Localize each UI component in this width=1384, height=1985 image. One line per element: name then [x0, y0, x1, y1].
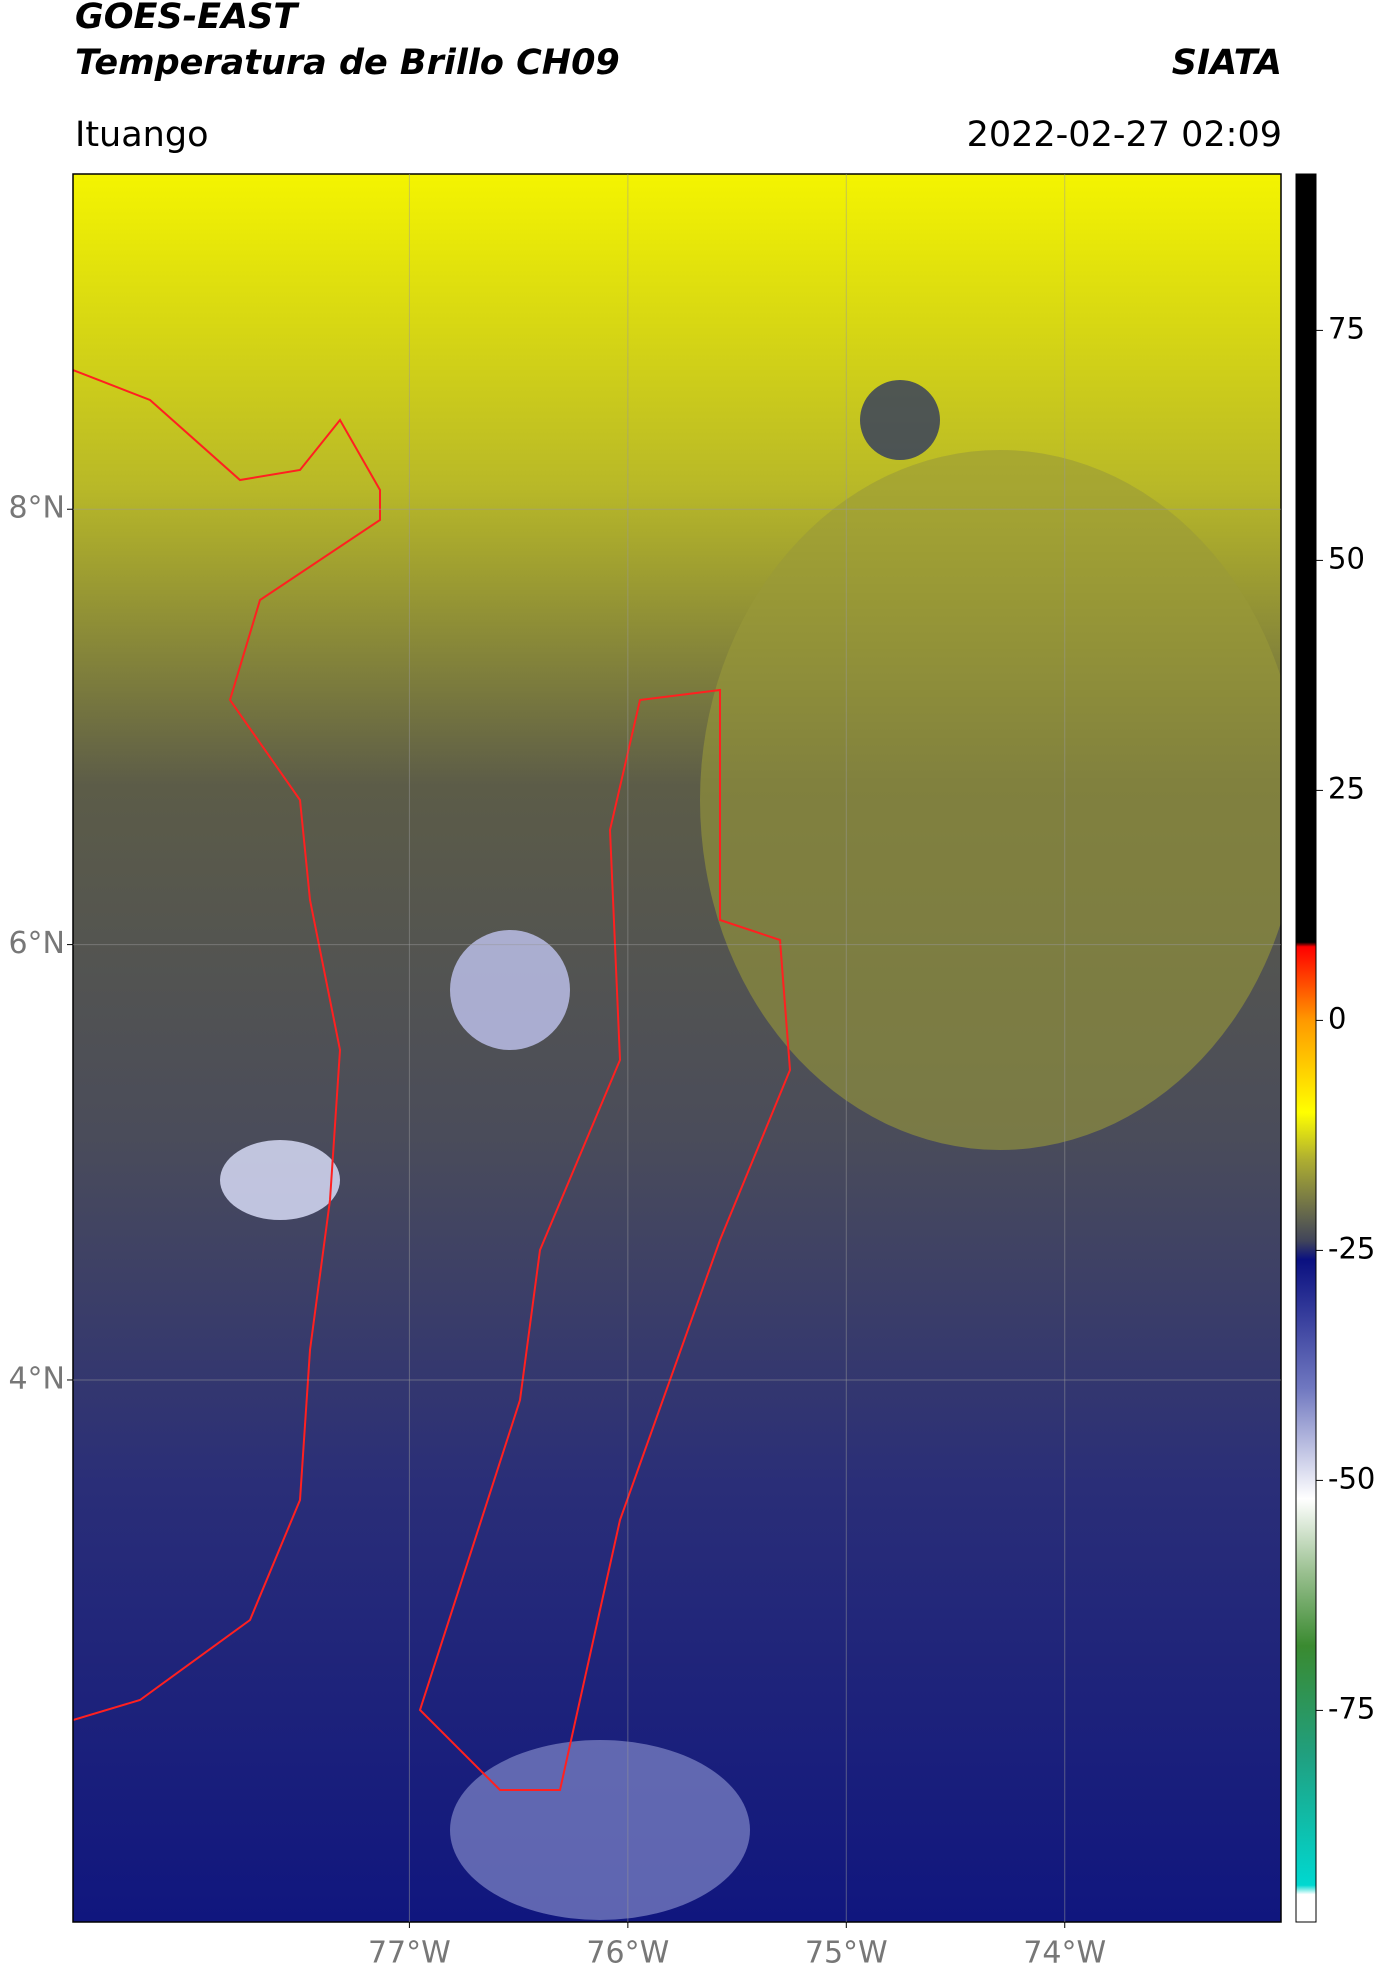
x-tick-label: 76°W — [586, 1936, 669, 1971]
y-tick-label: 8°N — [8, 491, 65, 526]
colorbar-tick-label: 25 — [1328, 771, 1365, 805]
colorbar-tick-label: -25 — [1328, 1231, 1375, 1265]
colorbar-tick-label: 75 — [1328, 311, 1365, 345]
x-tick-label: 74°W — [1023, 1936, 1106, 1971]
y-tick-label: 6°N — [8, 926, 65, 961]
y-tick-label: 4°N — [8, 1361, 65, 1396]
map-frame — [72, 173, 1282, 1923]
x-tick-label: 75°W — [805, 1936, 888, 1971]
subtitle: Temperatura de Brillo CH09 — [75, 43, 620, 83]
title: GOES-EAST — [75, 0, 300, 37]
colorbar-tick-label: -75 — [1328, 1691, 1375, 1725]
colorbar-tick-label: -50 — [1328, 1461, 1375, 1495]
colorbar-tick-label: 50 — [1328, 541, 1365, 575]
map-image — [73, 174, 1281, 1922]
datetime: 2022-02-27 02:09 — [967, 115, 1282, 155]
colorbar-tick-label: 0 — [1328, 1001, 1346, 1035]
x-tick-label: 77°W — [368, 1936, 451, 1971]
colorbar — [1295, 173, 1317, 1923]
agency: SIATA — [1172, 43, 1282, 83]
location: Ituango — [75, 115, 209, 155]
